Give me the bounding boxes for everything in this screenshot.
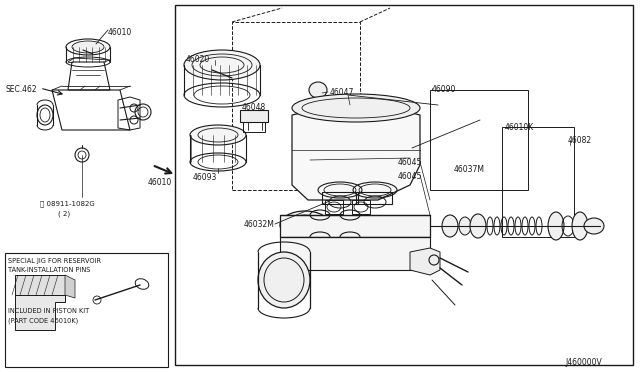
Ellipse shape xyxy=(572,212,588,240)
Text: (PART CODE 46010K): (PART CODE 46010K) xyxy=(8,317,78,324)
Text: 46048: 46048 xyxy=(242,103,266,112)
Ellipse shape xyxy=(548,212,564,240)
Ellipse shape xyxy=(280,211,330,239)
Bar xyxy=(430,90,528,190)
Bar xyxy=(5,253,168,367)
Text: 46047: 46047 xyxy=(330,88,355,97)
Ellipse shape xyxy=(442,215,458,237)
Ellipse shape xyxy=(258,252,310,308)
Text: 46032M: 46032M xyxy=(244,220,275,229)
Ellipse shape xyxy=(584,218,604,234)
Text: TANK-INSTALLATION PINS: TANK-INSTALLATION PINS xyxy=(8,267,90,273)
Text: 46037M: 46037M xyxy=(454,165,485,174)
Polygon shape xyxy=(280,215,430,237)
Ellipse shape xyxy=(470,214,486,238)
Polygon shape xyxy=(15,275,65,295)
Text: 46082: 46082 xyxy=(568,136,592,145)
Text: SEC.462: SEC.462 xyxy=(5,85,36,94)
Ellipse shape xyxy=(292,94,420,122)
Bar xyxy=(175,5,633,365)
Bar xyxy=(240,110,268,122)
Polygon shape xyxy=(65,275,75,298)
Ellipse shape xyxy=(190,125,246,145)
Text: 46090: 46090 xyxy=(432,85,456,94)
Text: 46093: 46093 xyxy=(193,173,218,182)
Bar xyxy=(232,22,360,190)
Bar xyxy=(356,192,392,204)
Text: SPECIAL JIG FOR RESERVOIR: SPECIAL JIG FOR RESERVOIR xyxy=(8,258,101,264)
Polygon shape xyxy=(280,237,430,270)
Text: 46010K: 46010K xyxy=(505,123,534,132)
Polygon shape xyxy=(15,295,65,330)
Ellipse shape xyxy=(459,217,471,235)
Text: 46020: 46020 xyxy=(186,55,211,64)
Text: 46045: 46045 xyxy=(398,158,422,167)
Text: ( 2): ( 2) xyxy=(58,210,70,217)
Text: INCLUDED IN PISTON KIT: INCLUDED IN PISTON KIT xyxy=(8,308,89,314)
Polygon shape xyxy=(292,100,420,200)
Text: 46010: 46010 xyxy=(148,178,172,187)
Bar xyxy=(322,192,358,204)
Text: Ⓝ 08911-1082G: Ⓝ 08911-1082G xyxy=(40,200,95,206)
Bar xyxy=(312,101,324,113)
Bar xyxy=(243,122,265,132)
Ellipse shape xyxy=(72,41,104,53)
Ellipse shape xyxy=(184,50,260,80)
Text: J460000V: J460000V xyxy=(565,358,602,367)
Bar xyxy=(309,98,327,116)
Bar xyxy=(502,127,574,237)
Bar xyxy=(352,200,370,214)
Bar xyxy=(325,200,343,214)
Ellipse shape xyxy=(309,82,327,98)
Text: 46010: 46010 xyxy=(108,28,132,37)
Text: 46045: 46045 xyxy=(398,172,422,181)
Polygon shape xyxy=(410,248,440,275)
